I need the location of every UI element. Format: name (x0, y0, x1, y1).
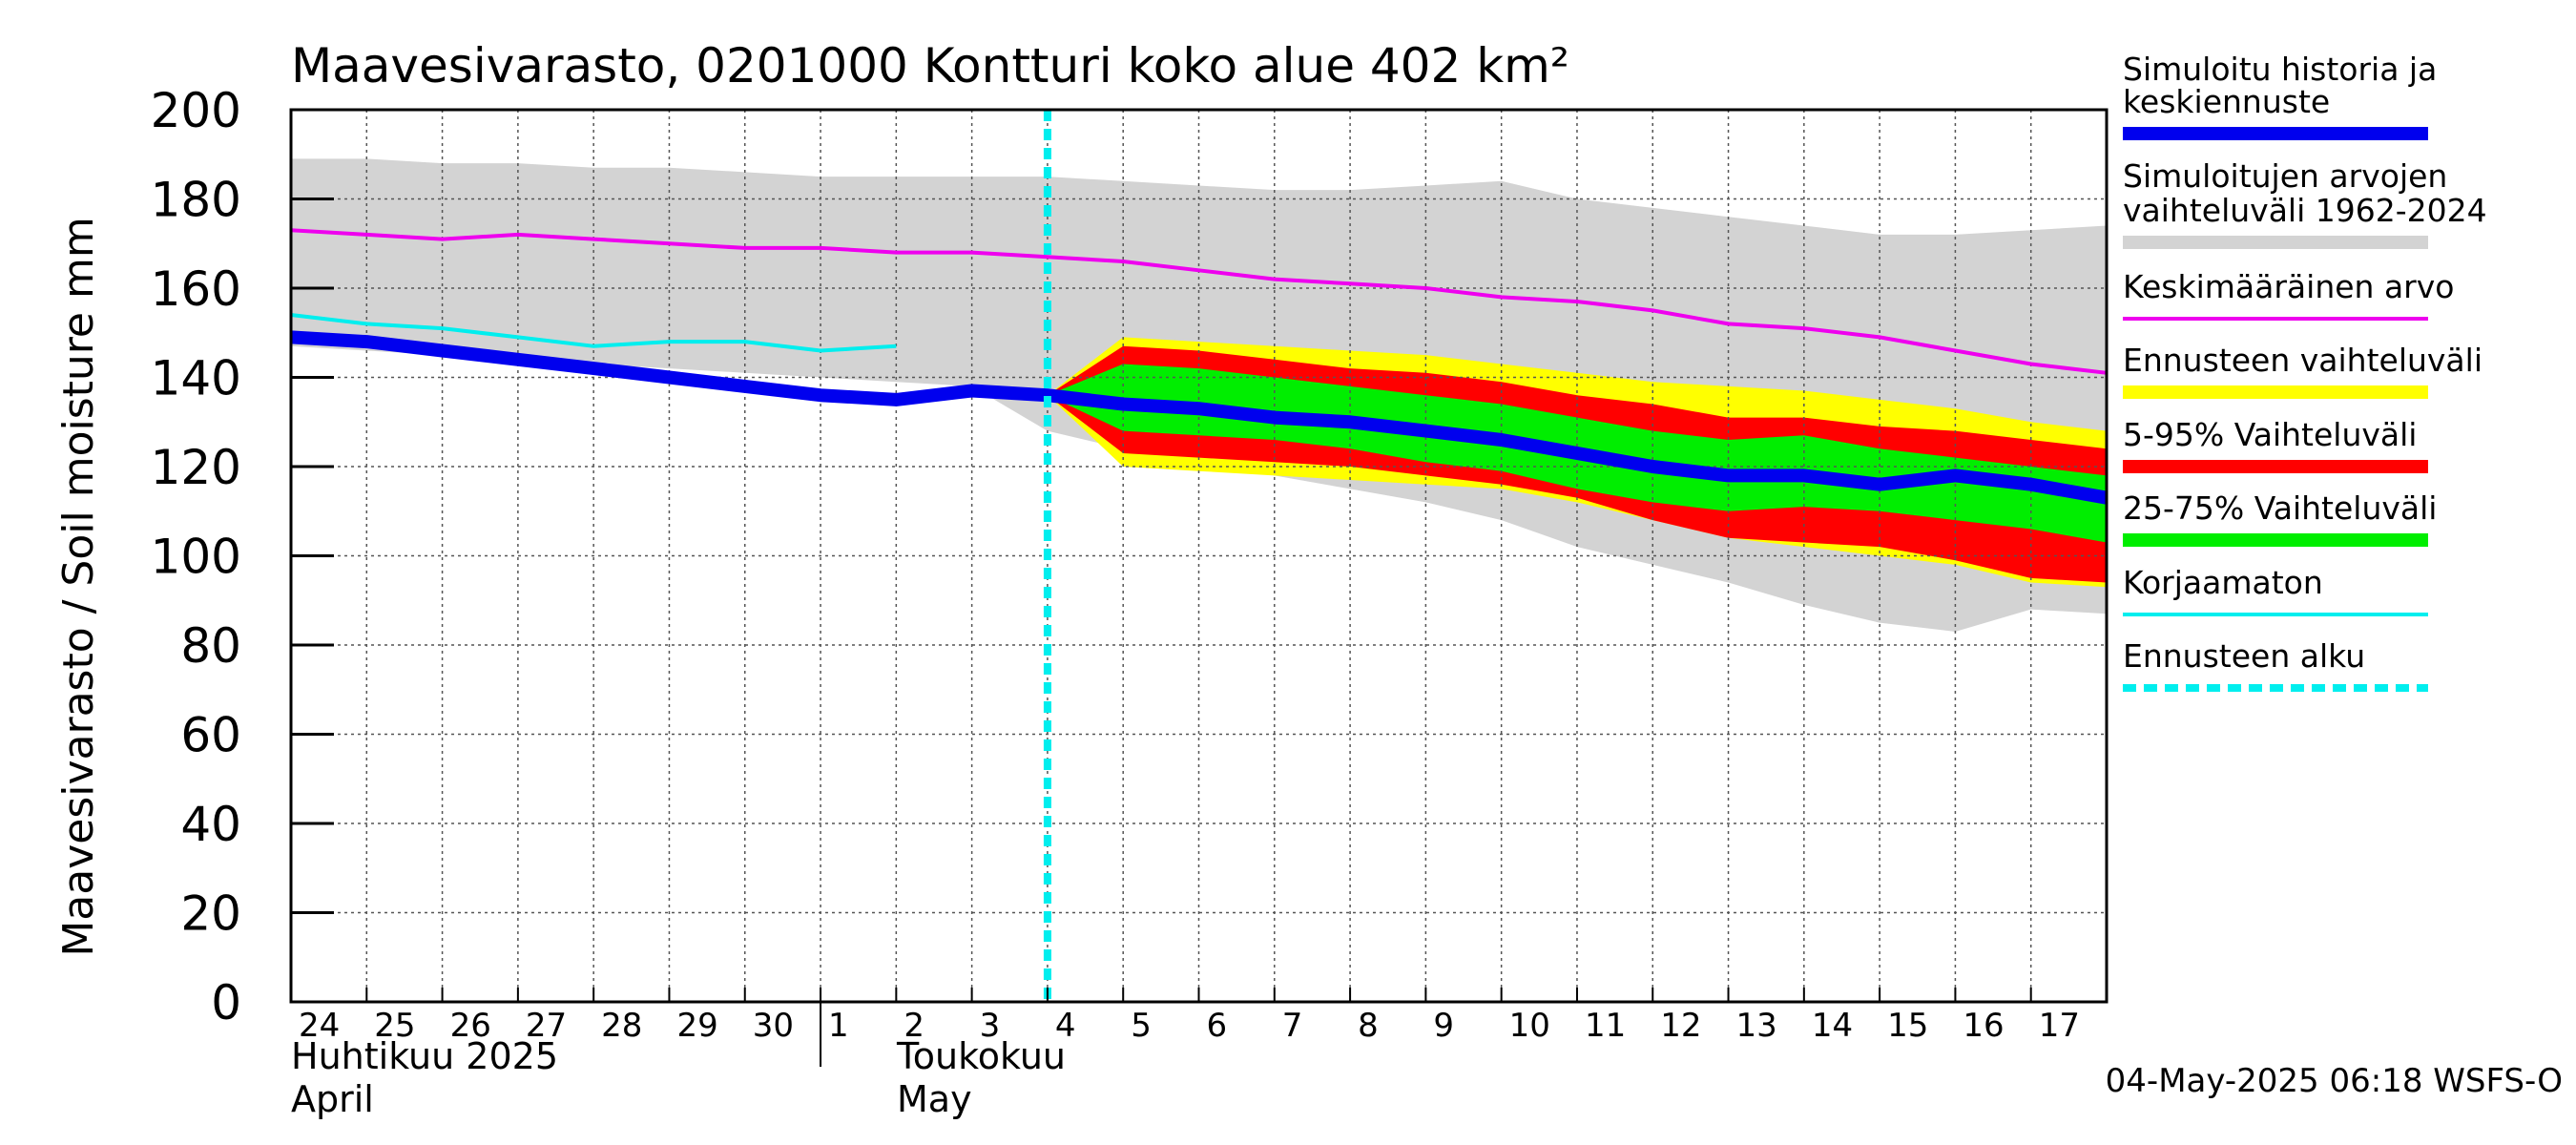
x-tick-label: 5 (1131, 1007, 1152, 1045)
y-tick-label: 80 (180, 618, 241, 674)
chart-title: Maavesivarasto, 0201000 Kontturi koko al… (291, 38, 1569, 94)
y-tick-label: 140 (151, 351, 241, 406)
x-tick-label: 16 (1963, 1007, 2004, 1045)
x-tick-label: 8 (1358, 1007, 1379, 1045)
legend-label: keskiennuste (2123, 83, 2330, 120)
x-tick-label: 26 (450, 1007, 491, 1045)
legend-label: Simuloitujen arvojen (2123, 157, 2447, 195)
y-tick-label: 20 (180, 886, 241, 942)
mean-line (290, 228, 2108, 375)
x-tick-label: 24 (299, 1007, 340, 1045)
month-label-may-fi: Toukokuu (896, 1035, 1066, 1077)
month-label-may-en: May (897, 1078, 972, 1120)
legend-label: Keskimääräinen arvo (2123, 268, 2454, 305)
x-tick-label: 1 (828, 1007, 849, 1045)
x-tick-label: 13 (1736, 1007, 1777, 1045)
legend-label: Ennusteen vaihteluväli (2123, 342, 2483, 379)
month-label-april-fi: Huhtikuu 2025 (291, 1035, 558, 1077)
x-tick-label: 7 (1282, 1007, 1303, 1045)
legend-label: Korjaamaton (2123, 564, 2323, 601)
x-tick-label: 4 (1055, 1007, 1076, 1045)
uncorrected-line (290, 313, 897, 353)
median-forecast-line (290, 330, 2109, 505)
x-tick-label: 29 (676, 1007, 717, 1045)
y-tick-label: 0 (211, 975, 241, 1030)
y-tick-label: 40 (180, 797, 241, 852)
x-tick-label: 30 (753, 1007, 794, 1045)
y-tick-label: 180 (151, 173, 241, 228)
legend-label: Ennusteen alku (2123, 637, 2365, 675)
legend-label: vaihteluväli 1962-2024 (2123, 192, 2487, 229)
x-tick-label: 6 (1207, 1007, 1228, 1045)
x-tick-label: 28 (601, 1007, 642, 1045)
y-axis-label: Maavesivarasto / Soil moisture mm (54, 217, 103, 956)
footer-timestamp: 04-May-2025 06:18 WSFS-O (2106, 1062, 2563, 1100)
x-tick-label: 14 (1812, 1007, 1853, 1045)
y-tick-label: 160 (151, 261, 241, 317)
y-tick-label: 100 (151, 530, 241, 585)
x-tick-label: 17 (2039, 1007, 2080, 1045)
x-tick-label: 12 (1660, 1007, 1701, 1045)
x-tick-label: 10 (1509, 1007, 1550, 1045)
x-tick-label: 11 (1585, 1007, 1626, 1045)
month-label-april-en: April (291, 1078, 374, 1120)
x-tick-label: 15 (1887, 1007, 1928, 1045)
x-tick-label: 3 (980, 1007, 1001, 1045)
legend-label: 5-95% Vaihteluväli (2123, 416, 2417, 453)
x-tick-label: 25 (374, 1007, 415, 1045)
legend-label: 25-75% Vaihteluväli (2123, 489, 2437, 527)
x-tick-label: 2 (904, 1007, 924, 1045)
legend-label: Simuloitu historia ja (2123, 51, 2437, 88)
series (290, 110, 2109, 1002)
x-tick-label: 9 (1433, 1007, 1454, 1045)
y-tick-label: 200 (151, 83, 241, 138)
y-tick-label: 120 (151, 440, 241, 495)
y-tick-label: 60 (180, 708, 241, 763)
x-tick-label: 27 (526, 1007, 567, 1045)
